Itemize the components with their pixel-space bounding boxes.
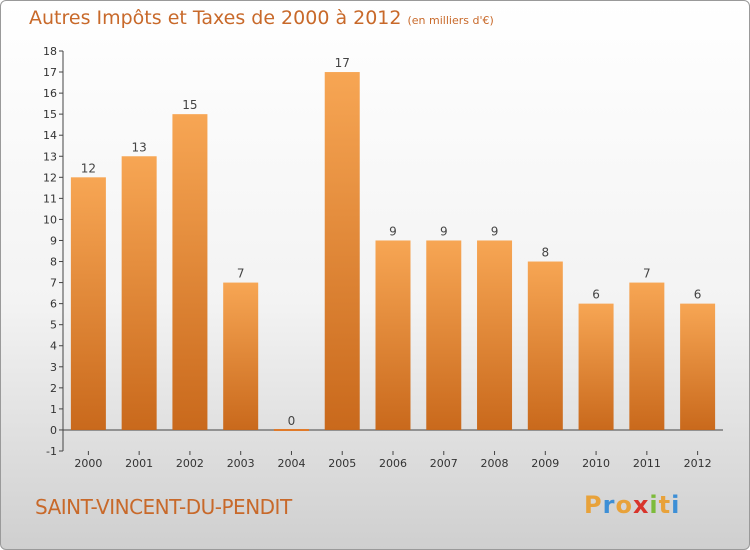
commune-name: SAINT-VINCENT-DU-PENDIT xyxy=(35,495,292,519)
bar xyxy=(578,303,614,430)
data-label: 13 xyxy=(132,140,147,154)
y-tick-label: 17 xyxy=(43,66,57,79)
bar xyxy=(527,261,563,430)
data-label: 12 xyxy=(81,161,96,175)
x-tick-label: 2009 xyxy=(531,457,559,470)
x-tick-label: 2004 xyxy=(277,457,305,470)
logo-letter: i xyxy=(649,491,659,519)
data-label: 15 xyxy=(182,98,197,112)
x-tick-label: 2001 xyxy=(125,457,153,470)
bar xyxy=(121,156,157,430)
data-label: 6 xyxy=(592,288,600,302)
y-tick-label: 10 xyxy=(43,213,57,226)
chart-subtitle: (en milliers d'€) xyxy=(407,14,494,27)
x-tick-label: 2007 xyxy=(430,457,458,470)
bar xyxy=(223,282,259,430)
x-tick-label: 2002 xyxy=(176,457,204,470)
data-label: 7 xyxy=(643,267,651,281)
x-tick-label: 2006 xyxy=(379,457,407,470)
bar xyxy=(70,177,106,430)
logo-letter: o xyxy=(615,491,633,519)
logo-letter: x xyxy=(632,491,650,519)
y-tick-label: 14 xyxy=(43,129,57,142)
y-tick-label: 11 xyxy=(43,192,57,205)
logo-letter: P xyxy=(584,491,603,519)
x-tick-label: 2000 xyxy=(74,457,102,470)
data-label: 9 xyxy=(389,224,397,238)
y-tick-label: 3 xyxy=(50,361,57,374)
data-label: 6 xyxy=(694,288,702,302)
y-tick-label: 16 xyxy=(43,87,57,100)
bar xyxy=(629,282,665,430)
y-tick-label: -1 xyxy=(46,445,57,458)
logo-letter: i xyxy=(671,491,681,519)
x-tick-label: 2011 xyxy=(633,457,661,470)
data-label: 9 xyxy=(440,224,448,238)
x-tick-label: 2010 xyxy=(582,457,610,470)
data-label: 8 xyxy=(541,246,549,260)
data-label: 17 xyxy=(335,56,350,70)
x-tick-label: 2012 xyxy=(684,457,712,470)
data-label: 7 xyxy=(237,267,245,281)
y-tick-label: 18 xyxy=(43,45,57,58)
bar xyxy=(324,72,360,430)
bar xyxy=(680,303,716,430)
bar xyxy=(172,114,208,430)
bar xyxy=(426,240,462,430)
y-tick-label: 6 xyxy=(50,298,57,311)
y-tick-label: 15 xyxy=(43,108,57,121)
bars: 12 13 15 7 0 17 9 9 9 8 6 7 6 xyxy=(70,56,716,431)
data-label: 0 xyxy=(288,414,296,428)
y-tick-label: 8 xyxy=(50,256,57,269)
logo-letter: r xyxy=(602,491,616,519)
y-tick-label: 1 xyxy=(50,403,57,416)
x-tick-label: 2003 xyxy=(227,457,255,470)
chart-title-text: Autres Impôts et Taxes de 2000 à 2012 xyxy=(29,7,402,29)
y-tick-label: 7 xyxy=(50,277,57,290)
y-tick-label: 9 xyxy=(50,234,57,247)
y-tick-label: 2 xyxy=(50,382,57,395)
x-tick-label: 2005 xyxy=(328,457,356,470)
y-tick-label: 12 xyxy=(43,171,57,184)
data-label: 9 xyxy=(491,224,499,238)
proxiti-logo[interactable]: Proxiti xyxy=(584,491,680,519)
y-tick-label: 4 xyxy=(50,340,57,353)
x-tick-label: 2008 xyxy=(481,457,509,470)
logo-letter: t xyxy=(658,491,672,519)
y-tick-label: 0 xyxy=(50,424,57,437)
y-tick-label: 13 xyxy=(43,150,57,163)
chart-title: Autres Impôts et Taxes de 2000 à 2012 (en… xyxy=(29,7,494,29)
bar xyxy=(375,240,411,430)
y-tick-label: 5 xyxy=(50,319,57,332)
bar xyxy=(477,240,513,430)
